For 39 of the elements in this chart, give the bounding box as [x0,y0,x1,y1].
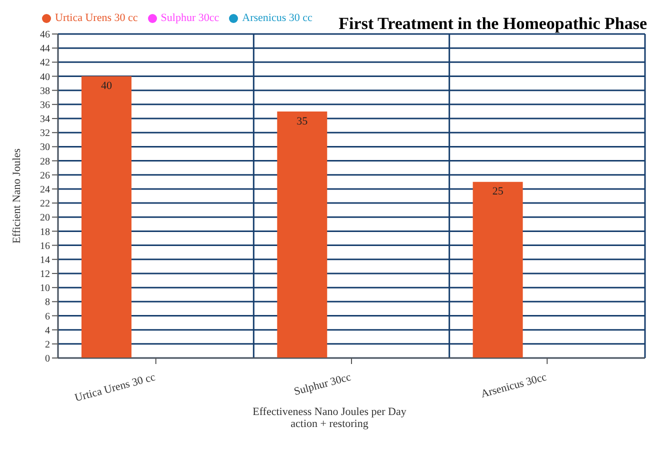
x-tick-label: Sulphur 30cc [292,371,352,398]
bar [277,111,328,358]
y-tick-label: 28 [40,156,50,168]
x-tick-label: Urtica Urens 30 cc [74,371,157,404]
y-tick-label: 24 [40,184,50,196]
y-tick-label: 0 [45,354,50,365]
chart-title: First Treatment in the Homeopathic Phase [338,14,647,34]
y-tick-label: 18 [40,226,50,238]
y-tick-label: 34 [40,114,50,126]
y-tick-label: 40 [40,72,50,83]
y-tick-label: 32 [40,128,50,140]
y-tick-label: 12 [40,269,50,280]
y-tick-label: 36 [40,100,50,111]
data-label: 35 [296,115,308,128]
y-tick-label: 6 [45,311,50,322]
legend-label: Arsenicus 30 cc [242,12,312,24]
x-axis-title: Effectiveness Nano Joules per Day action + restoring [252,406,408,430]
y-tick-label: 16 [40,240,50,252]
legend-label: Sulphur 30cc [160,12,220,24]
data-label: 40 [100,80,112,92]
y-tick-label: 38 [40,86,50,97]
y-tick-label: 44 [40,44,50,55]
y-tick-label: 22 [40,198,50,210]
y-tick-label: 42 [40,58,50,69]
y-tick-label: 10 [40,283,50,294]
y-tick-label: 14 [40,254,50,266]
y-tick-label: 4 [45,325,50,336]
data-label: 25 [492,186,504,198]
y-tick-label: 30 [40,142,50,154]
y-tick-label: 20 [40,212,50,224]
y-axis-title: Efficient Nano Joules [10,148,23,244]
y-tick-label: 46 [40,30,50,41]
x-tick-label: Arsenicus 30cc [480,371,548,400]
bar [81,76,132,358]
y-tick-label: 26 [40,170,50,182]
y-tick-label: 8 [45,297,50,308]
y-tick-label: 2 [45,339,50,350]
legend-label: Urtica Urens 30 cc [55,12,138,24]
bar [472,182,523,358]
